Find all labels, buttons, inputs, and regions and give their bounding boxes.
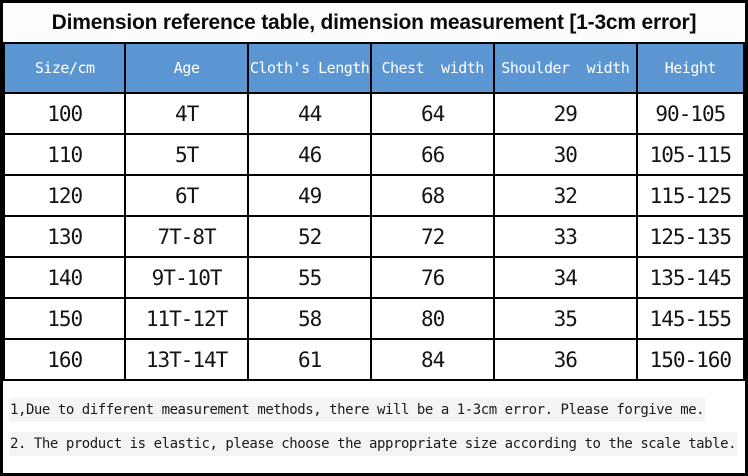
column-header-cloth-length: Cloth's Length (246, 42, 373, 94)
cell-chest-width: 64 (370, 92, 495, 135)
cell-height: 150-160 (635, 338, 746, 381)
cell-size: 130 (2, 215, 127, 258)
cell-size: 120 (2, 174, 127, 217)
note-measurement-error: 1,Due to different measurement methods, … (9, 397, 739, 422)
table-row: 110 5T 46 66 30 105-115 (2, 133, 746, 176)
cell-shoulder-width: 33 (492, 215, 638, 258)
note-elastic-sizing-text: 2. The product is elastic, please choose… (9, 432, 738, 457)
cell-size: 150 (2, 297, 127, 340)
cell-age: 5T (124, 133, 249, 176)
column-header-shoulder-width: Shoulder width (492, 42, 638, 94)
cell-cloth-length: 49 (246, 174, 373, 217)
cell-chest-width: 72 (370, 215, 495, 258)
notes-section: 1,Due to different measurement methods, … (3, 381, 745, 473)
column-header-chest-width: Chest width (370, 42, 495, 94)
cell-chest-width: 80 (370, 297, 495, 340)
cell-age: 9T-10T (124, 256, 249, 299)
cell-chest-width: 68 (370, 174, 495, 217)
cell-shoulder-width: 29 (492, 92, 638, 135)
note-elastic-sizing: 2. The product is elastic, please choose… (9, 432, 739, 457)
cell-cloth-length: 58 (246, 297, 373, 340)
table-row: 130 7T-8T 52 72 33 125-135 (2, 215, 746, 258)
cell-height: 145-155 (635, 297, 746, 340)
cell-age: 7T-8T (124, 215, 249, 258)
cell-age: 4T (124, 92, 249, 135)
cell-chest-width: 76 (370, 256, 495, 299)
cell-shoulder-width: 32 (492, 174, 638, 217)
cell-size: 100 (2, 92, 127, 135)
table-row: 120 6T 49 68 32 115-125 (2, 174, 746, 217)
cell-size: 160 (2, 338, 127, 381)
note-measurement-error-text: 1,Due to different measurement methods, … (9, 397, 706, 422)
table-row: 150 11T-12T 58 80 35 145-155 (2, 297, 746, 340)
column-header-size: Size/cm (2, 42, 127, 94)
cell-chest-width: 84 (370, 338, 495, 381)
cell-age: 11T-12T (124, 297, 249, 340)
cell-cloth-length: 55 (246, 256, 373, 299)
cell-height: 125-135 (635, 215, 746, 258)
cell-shoulder-width: 36 (492, 338, 638, 381)
column-header-height: Height (635, 42, 746, 94)
size-table: Size/cm Age Cloth's Length Chest width S… (2, 42, 746, 381)
cell-cloth-length: 52 (246, 215, 373, 258)
cell-height: 105-115 (635, 133, 746, 176)
cell-height: 135-145 (635, 256, 746, 299)
cell-chest-width: 66 (370, 133, 495, 176)
cell-height: 90-105 (635, 92, 746, 135)
table-header-row: Size/cm Age Cloth's Length Chest width S… (2, 42, 746, 94)
cell-cloth-length: 61 (246, 338, 373, 381)
cell-cloth-length: 44 (246, 92, 373, 135)
cell-age: 13T-14T (124, 338, 249, 381)
page-title: Dimension reference table, dimension mea… (3, 3, 745, 42)
cell-shoulder-width: 35 (492, 297, 638, 340)
cell-shoulder-width: 34 (492, 256, 638, 299)
cell-size: 140 (2, 256, 127, 299)
cell-size: 110 (2, 133, 127, 176)
table-row: 160 13T-14T 61 84 36 150-160 (2, 338, 746, 381)
column-header-age: Age (124, 42, 249, 94)
cell-height: 115-125 (635, 174, 746, 217)
cell-shoulder-width: 30 (492, 133, 638, 176)
table-row: 140 9T-10T 55 76 34 135-145 (2, 256, 746, 299)
cell-cloth-length: 46 (246, 133, 373, 176)
cell-age: 6T (124, 174, 249, 217)
table-row: 100 4T 44 64 29 90-105 (2, 92, 746, 135)
